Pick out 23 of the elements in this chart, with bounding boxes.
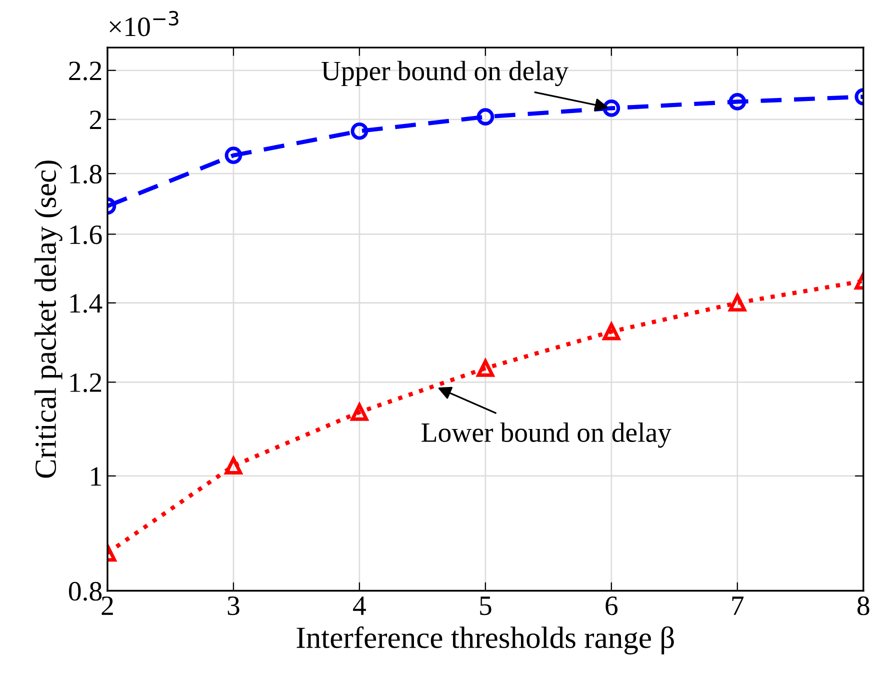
y-axis-title: Critical packet delay (sec) — [34, 160, 62, 478]
x-tick-label: 3 — [228, 596, 240, 616]
point — [350, 122, 368, 140]
y-tick-label: 1.6 — [70, 225, 102, 244]
y-tick-label: 2 — [90, 110, 102, 130]
y-tick-label: 2.2 — [69, 62, 102, 80]
y-tick-label: 1 — [91, 467, 101, 486]
x-tick-label: 4 — [353, 596, 366, 615]
y-tick-label: 1.4 — [70, 294, 102, 313]
annotation: Lower bound on delay — [422, 422, 672, 448]
x-tick-label: 8 — [857, 596, 870, 616]
y-tick-label: 0.8 — [68, 582, 102, 601]
y-tick-label: 1.8 — [70, 164, 102, 184]
point — [602, 322, 620, 340]
y-tick-label: 1.2 — [70, 373, 102, 392]
annotation: Upper bound on delay — [322, 60, 568, 86]
point — [476, 108, 494, 126]
text: ×10$^{−3}$ — [110, 10, 178, 36]
x-axis-title: Interference thresholds range β — [296, 626, 674, 654]
point — [602, 100, 620, 117]
x-tick-label: 5 — [480, 596, 492, 616]
x-tick-label: 7 — [732, 596, 744, 615]
x-tick-label: 6 — [606, 596, 618, 616]
